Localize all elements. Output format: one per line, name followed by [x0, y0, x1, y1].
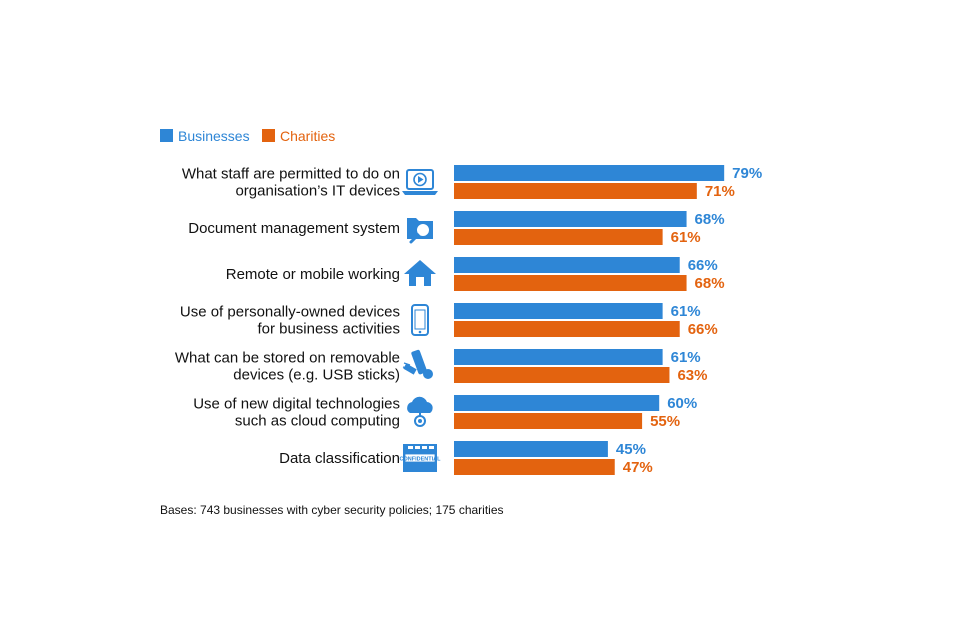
bar-charities [454, 367, 670, 383]
bar-charities [454, 413, 643, 429]
value-label-businesses: 61% [671, 349, 701, 366]
value-label-businesses: 45% [616, 441, 646, 458]
footnote: Bases: 743 businesses with cyber securit… [160, 503, 504, 517]
value-label-charities: 55% [650, 413, 680, 430]
category-label: Document management system [188, 220, 400, 237]
bar-charities [454, 229, 663, 245]
bar-businesses [454, 303, 663, 319]
bar-businesses [454, 441, 608, 457]
value-label-businesses: 79% [732, 165, 762, 182]
confidential-stamp-text: CONFIDENTIAL [400, 457, 442, 463]
value-label-businesses: 61% [671, 303, 701, 320]
bar-charities [454, 321, 680, 337]
bar-charities [454, 183, 697, 199]
category-label: Use of new digital technologies such as c… [193, 396, 400, 430]
laptop-video-icon [402, 169, 438, 195]
legend-swatch-businesses [160, 129, 173, 142]
value-label-charities: 47% [623, 459, 653, 476]
home-icon [404, 260, 436, 286]
category-label: Data classification [279, 450, 400, 467]
usb-stick-icon [402, 349, 433, 379]
legend-swatch-charities [262, 129, 275, 142]
folder-search-icon [407, 218, 433, 244]
value-label-businesses: 66% [688, 257, 718, 274]
bar-charities [454, 459, 615, 475]
bar-charities [454, 275, 687, 291]
bar-businesses [454, 395, 660, 411]
bar-businesses [454, 349, 663, 365]
bar-businesses [454, 211, 687, 227]
legend-label-charities: Charities [280, 128, 335, 144]
category-label: Use of personally-owned devices for busin… [180, 304, 400, 338]
bar-businesses [454, 257, 680, 273]
value-label-charities: 63% [677, 367, 707, 384]
value-label-businesses: 60% [667, 395, 697, 412]
value-label-charities: 66% [688, 321, 718, 338]
cloud-computing-icon [407, 396, 433, 427]
value-label-businesses: 68% [695, 211, 725, 228]
value-label-charities: 61% [671, 229, 701, 246]
confidential-folder-icon: CONFIDENTIAL [400, 444, 442, 472]
category-label: What can be stored on removable devices (… [175, 350, 400, 384]
smartphone-icon [411, 304, 429, 336]
value-label-charities: 68% [695, 275, 725, 292]
bar-businesses [454, 165, 725, 181]
category-label: What staff are permitted to do on organis… [182, 166, 400, 200]
legend-label-businesses: Businesses [178, 128, 250, 144]
value-label-charities: 71% [705, 183, 735, 200]
category-label: Remote or mobile working [226, 266, 400, 283]
